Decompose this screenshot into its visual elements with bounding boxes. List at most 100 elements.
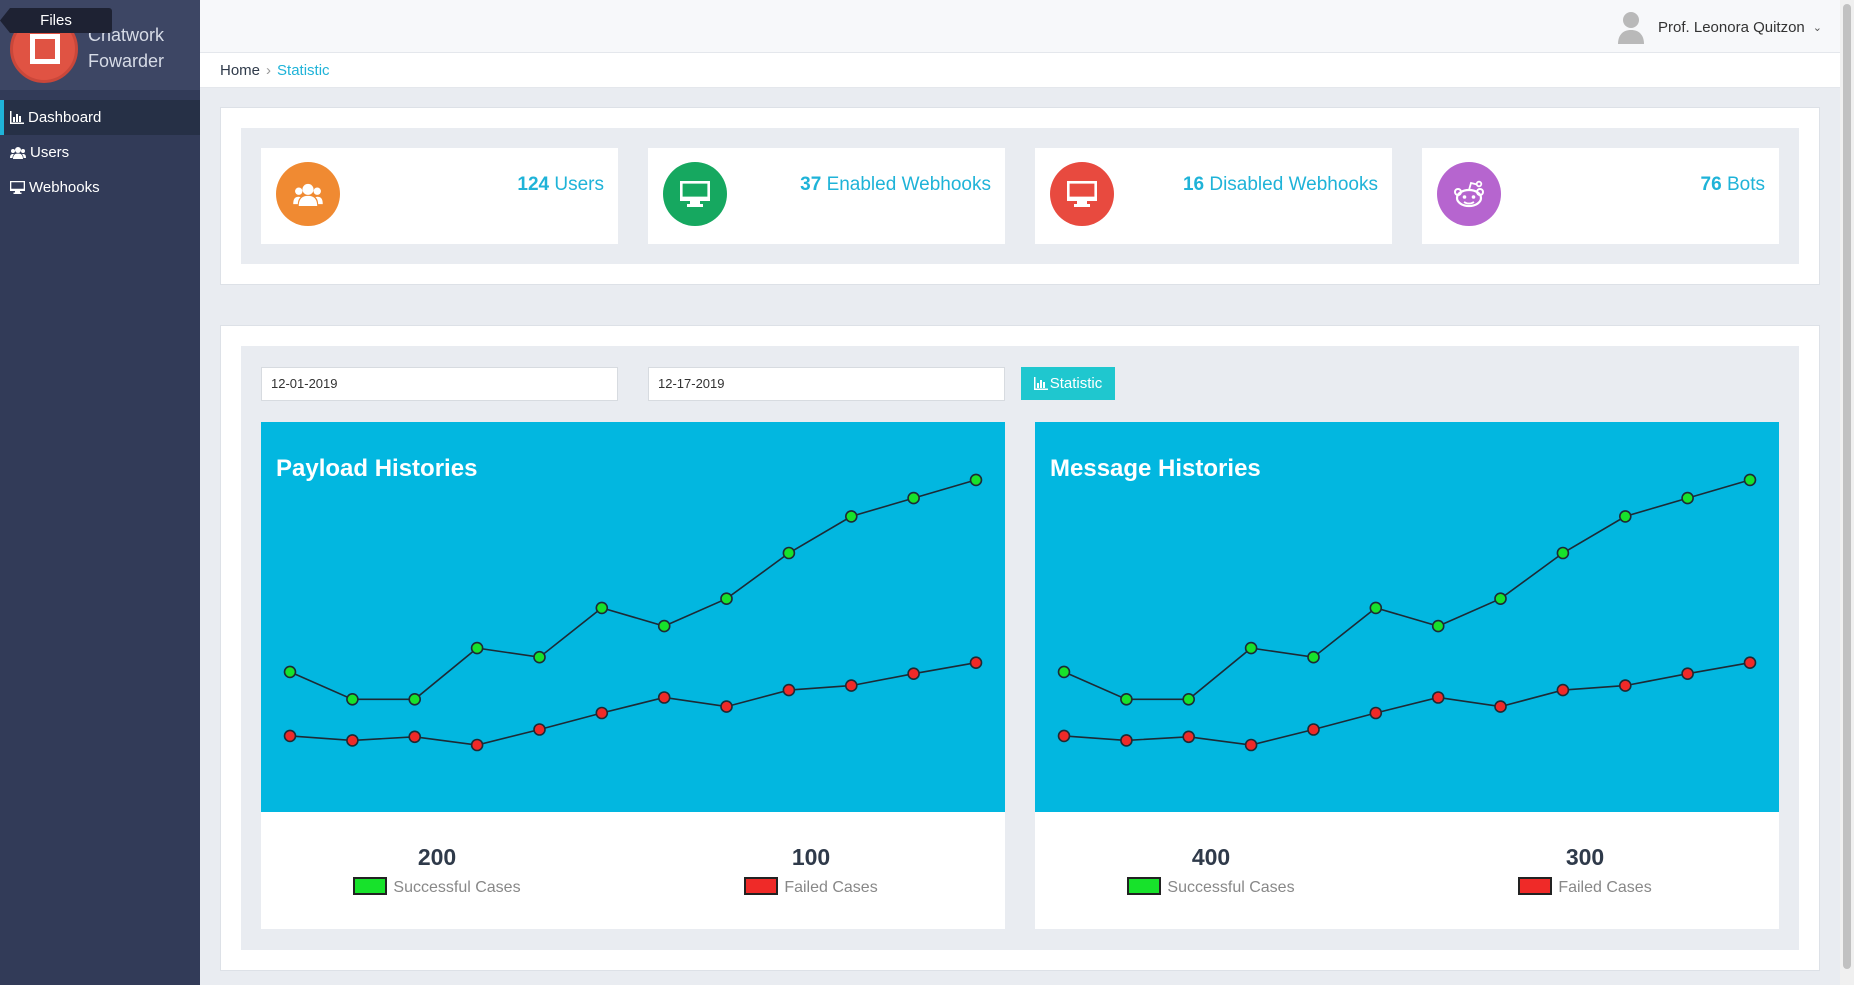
successful-data-point[interactable]	[1556, 546, 1570, 560]
statistic-button[interactable]: Statistic	[1021, 367, 1115, 400]
failed-data-point[interactable]	[1494, 700, 1507, 713]
successful-data-point[interactable]	[1431, 619, 1445, 633]
failed-data-point[interactable]	[720, 700, 733, 713]
user-menu[interactable]: Prof. Leonora Quitzon ⌄	[1616, 10, 1822, 44]
end-date-input[interactable]: 12-17-2019	[648, 367, 1005, 401]
successful-data-point[interactable]	[1120, 692, 1133, 706]
successful-data-point[interactable]	[1057, 665, 1071, 679]
failed-data-point[interactable]	[408, 730, 421, 744]
avatar	[1618, 12, 1645, 44]
stat-card-users: 124 Users	[261, 148, 618, 244]
desktop-icon	[663, 162, 727, 226]
successful-data-point[interactable]	[907, 491, 920, 505]
failed-data-point[interactable]	[1369, 706, 1383, 720]
stat-count: 76	[1700, 174, 1722, 195]
failed-data-point[interactable]	[1556, 683, 1570, 697]
chart-title: Payload Histories	[276, 455, 478, 482]
failed-total: 100	[791, 844, 831, 870]
failed-swatch	[744, 877, 779, 895]
successful-data-point[interactable]	[1369, 601, 1383, 615]
failed-data-point[interactable]	[969, 656, 983, 669]
sidebar-item-webhooks[interactable]: Webhooks	[0, 170, 200, 205]
desktop-icon	[1050, 162, 1114, 226]
users-icon	[10, 147, 26, 159]
successful-data-point[interactable]	[1743, 473, 1757, 487]
breadcrumb-current: Statistic	[277, 62, 330, 79]
failed-data-point[interactable]	[346, 734, 359, 747]
failed-data-point[interactable]	[782, 683, 796, 697]
failed-data-point[interactable]	[844, 679, 858, 692]
failed-data-point[interactable]	[1681, 667, 1694, 680]
failed-data-point[interactable]	[907, 667, 920, 680]
payload-histories-chart: Payload Histories	[261, 422, 1005, 812]
legend-label: Failed Cases	[1558, 879, 1652, 896]
successful-data-point[interactable]	[720, 592, 733, 605]
failed-data-point[interactable]	[1307, 723, 1320, 736]
files-tooltip: Files	[0, 8, 112, 33]
failed-data-point[interactable]	[1120, 734, 1133, 747]
successful-data-point[interactable]	[408, 692, 421, 706]
successful-data-point[interactable]	[533, 650, 546, 664]
successful-data-point[interactable]	[346, 692, 359, 706]
failed-data-point[interactable]	[595, 706, 609, 720]
legend-failed-label: Failed Cases	[711, 877, 911, 897]
chart-title: Message Histories	[1050, 455, 1261, 482]
successful-total: 400	[1191, 844, 1231, 870]
breadcrumb-separator: ›	[266, 62, 272, 79]
sidebar-item-label: Webhooks	[29, 179, 100, 196]
bar-chart-icon	[1033, 377, 1048, 390]
scrollbar-thumb[interactable]	[1843, 4, 1851, 969]
successful-data-point[interactable]	[844, 510, 858, 523]
stat-users-text: 124 Users	[517, 174, 604, 196]
successful-data-point[interactable]	[1244, 641, 1258, 655]
statistic-button-label: Statistic	[1049, 375, 1103, 392]
successful-data-point[interactable]	[595, 601, 609, 615]
message-histories-chart: Message Histories	[1035, 422, 1779, 812]
failed-series-line	[1063, 661, 1751, 746]
successful-data-point[interactable]	[1494, 592, 1507, 605]
failed-total: 300	[1565, 844, 1605, 870]
stat-count: 16	[1182, 174, 1205, 195]
sidebar: Chatwork Fowarder Files Dashboard Users …	[0, 0, 200, 985]
successful-data-point[interactable]	[657, 619, 671, 633]
legend-successful: 400 Successful Cases	[1111, 844, 1311, 897]
failed-data-point[interactable]	[657, 691, 671, 704]
failed-data-point[interactable]	[1618, 679, 1632, 692]
successful-data-point[interactable]	[1618, 510, 1632, 523]
successful-series-line	[1063, 479, 1751, 701]
successful-data-point[interactable]	[283, 665, 297, 679]
breadcrumb-home-link[interactable]: Home	[220, 62, 261, 79]
sidebar-item-dashboard[interactable]: Dashboard	[0, 100, 200, 135]
successful-data-point[interactable]	[470, 641, 484, 655]
stat-count: 124	[517, 174, 550, 195]
start-date-input[interactable]: 12-01-2019	[261, 367, 618, 401]
successful-data-point[interactable]	[1681, 491, 1694, 505]
successful-data-point[interactable]	[1182, 692, 1195, 706]
failed-data-point[interactable]	[1244, 738, 1258, 752]
successful-data-point[interactable]	[782, 546, 796, 560]
legend-label: Successful Cases	[393, 879, 521, 896]
failed-series-line	[289, 661, 977, 746]
failed-data-point[interactable]	[1182, 730, 1195, 744]
sidebar-item-label: Dashboard	[28, 109, 102, 126]
successful-data-point[interactable]	[969, 473, 983, 487]
failed-data-point[interactable]	[1431, 691, 1445, 704]
reddit-icon	[1437, 162, 1501, 226]
failed-data-point[interactable]	[533, 723, 546, 736]
message-histories-card: Message Histories 400 Successful Cases 3…	[1035, 422, 1779, 929]
legend-label: Failed Cases	[784, 879, 878, 896]
stat-card-enabled-webhooks: 37 Enabled Webhooks	[648, 148, 1005, 244]
failed-data-point[interactable]	[470, 738, 484, 752]
stat-label: Enabled Webhooks	[826, 174, 991, 195]
page-scrollbar[interactable]	[1840, 0, 1854, 985]
failed-data-point[interactable]	[283, 729, 297, 743]
sidebar-item-users[interactable]: Users	[0, 135, 200, 170]
success-swatch	[1127, 877, 1162, 895]
successful-series-line	[289, 479, 977, 701]
failed-data-point[interactable]	[1743, 656, 1757, 669]
stat-label: Disabled Webhooks	[1209, 174, 1378, 195]
successful-data-point[interactable]	[1307, 650, 1320, 664]
users-icon	[276, 162, 340, 226]
failed-data-point[interactable]	[1057, 729, 1071, 743]
payload-histories-plot	[283, 473, 983, 752]
